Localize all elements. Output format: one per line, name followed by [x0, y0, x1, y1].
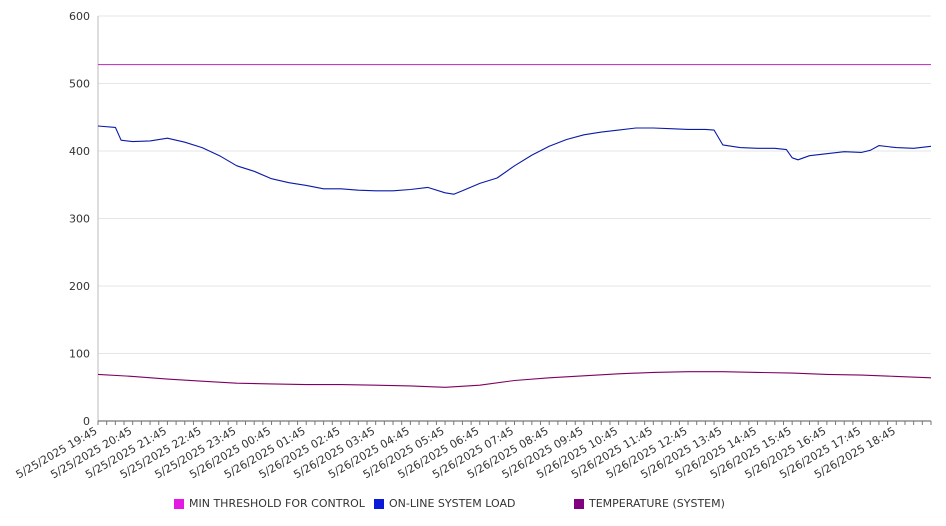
legend-label-temperature: TEMPERATURE (SYSTEM): [589, 497, 725, 510]
legend-label-system-load: ON-LINE SYSTEM LOAD: [389, 497, 516, 510]
series-lines: [97, 64, 932, 388]
legend-item-min-threshold[interactable]: MIN THRESHOLD FOR CONTROL: [174, 497, 365, 510]
y-tick-label: 200: [69, 280, 90, 293]
gridlines: [98, 15, 931, 354]
y-tick-label: 0: [83, 415, 90, 428]
legend-swatch-temperature: [574, 498, 584, 509]
axes: [97, 16, 932, 425]
y-tick-label: 500: [69, 78, 90, 91]
y-tick-label: 600: [69, 10, 90, 23]
legend-swatch-min-threshold: [174, 498, 184, 509]
series-line-temperature: [97, 371, 932, 388]
series-line-system-load: [97, 125, 932, 195]
legend-label-min-threshold: MIN THRESHOLD FOR CONTROL: [189, 497, 365, 510]
legend-item-temperature[interactable]: TEMPERATURE (SYSTEM): [574, 497, 725, 510]
legend: MIN THRESHOLD FOR CONTROL ON-LINE SYSTEM…: [0, 497, 946, 515]
y-tick-label: 400: [69, 145, 90, 158]
y-tick-label: 100: [69, 348, 90, 361]
y-tick-labels: 0 100 200 300 400 500 600: [69, 10, 90, 428]
x-tick-labels: 5/25/2025 19:455/25/2025 20:455/25/2025 …: [14, 424, 898, 481]
legend-item-system-load[interactable]: ON-LINE SYSTEM LOAD: [374, 497, 515, 510]
y-tick-label: 300: [69, 213, 90, 226]
legend-swatch-system-load: [374, 498, 384, 509]
